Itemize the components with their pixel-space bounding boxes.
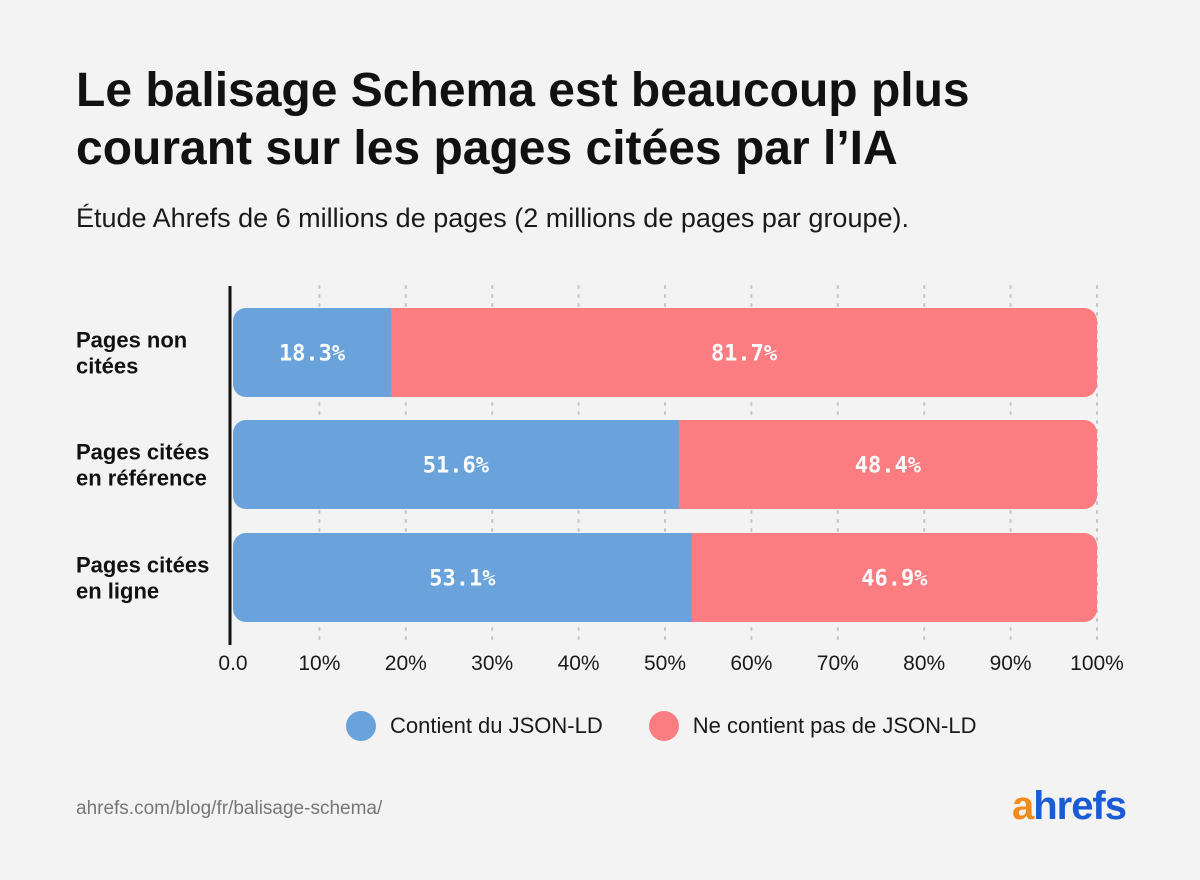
x-tick-label: 50% bbox=[644, 652, 686, 675]
bar-segment-with-json-ld bbox=[233, 308, 392, 397]
data-label: 51.6% bbox=[423, 454, 490, 479]
legend-swatch-with-json-ld bbox=[346, 711, 376, 741]
data-label: 53.1% bbox=[429, 567, 496, 592]
data-label: 81.7% bbox=[711, 342, 778, 367]
category-label: Pages non bbox=[76, 328, 187, 353]
chart-title-line-2: courant sur les pages citées par l’IA bbox=[76, 122, 898, 175]
legend-item-without-json-ld: Ne contient pas de JSON-LD bbox=[648, 711, 977, 741]
x-tick-label: 20% bbox=[385, 652, 427, 675]
x-tick-label: 80% bbox=[903, 652, 945, 675]
x-tick-label: 90% bbox=[990, 652, 1032, 675]
bar-segment-without-json-ld bbox=[691, 533, 1097, 622]
x-tick-label: 70% bbox=[817, 652, 859, 675]
chart-subtitle: Étude Ahrefs de 6 millions de pages (2 m… bbox=[76, 203, 909, 233]
legend-swatch-without-json-ld bbox=[648, 711, 679, 741]
x-tick-label: 0.0 bbox=[218, 652, 247, 675]
legend-label-without-json-ld: Ne contient pas de JSON-LD bbox=[692, 713, 977, 738]
bar-segment-without-json-ld bbox=[391, 308, 1097, 397]
category-label: Pages citées bbox=[76, 553, 209, 578]
x-tick-label: 100% bbox=[1070, 652, 1124, 675]
legend-label-with-json-ld: Contient du JSON-LD bbox=[390, 713, 603, 738]
source-url: ahrefs.com/blog/fr/balisage-schema/ bbox=[76, 798, 383, 819]
legend: Contient du JSON-LD Ne contient pas de J… bbox=[346, 706, 1022, 746]
logo-letter-a: a bbox=[1011, 784, 1034, 828]
bar-segment-with-json-ld bbox=[233, 533, 693, 622]
category-label: en ligne bbox=[76, 579, 159, 604]
chart-title-line-1: Le balisage Schema est beaucoup plus bbox=[76, 64, 970, 117]
data-label: 18.3% bbox=[279, 342, 346, 367]
bar-group bbox=[233, 308, 1097, 397]
chart-title: Le balisage Schema est beaucoup plus cou… bbox=[76, 62, 1156, 178]
category-label: Pages citées bbox=[76, 440, 209, 465]
category-label: en référence bbox=[76, 466, 207, 491]
data-label: 46.9% bbox=[861, 567, 928, 592]
x-tick-label: 40% bbox=[558, 652, 600, 675]
logo-letters-hrefs: hrefs bbox=[1033, 784, 1127, 828]
data-label: 48.4% bbox=[855, 454, 922, 479]
category-label: citées bbox=[76, 354, 138, 379]
bar-group bbox=[233, 533, 1097, 622]
x-tick-label: 60% bbox=[730, 652, 772, 675]
x-tick-label: 30% bbox=[471, 652, 513, 675]
legend-item-with-json-ld: Contient du JSON-LD bbox=[346, 711, 603, 741]
bar-group bbox=[233, 420, 1097, 509]
ahrefs-logo: ahrefs bbox=[1011, 784, 1127, 828]
bar-segment-without-json-ld bbox=[678, 420, 1097, 509]
bar-segment-with-json-ld bbox=[233, 420, 680, 509]
x-tick-label: 10% bbox=[298, 652, 340, 675]
